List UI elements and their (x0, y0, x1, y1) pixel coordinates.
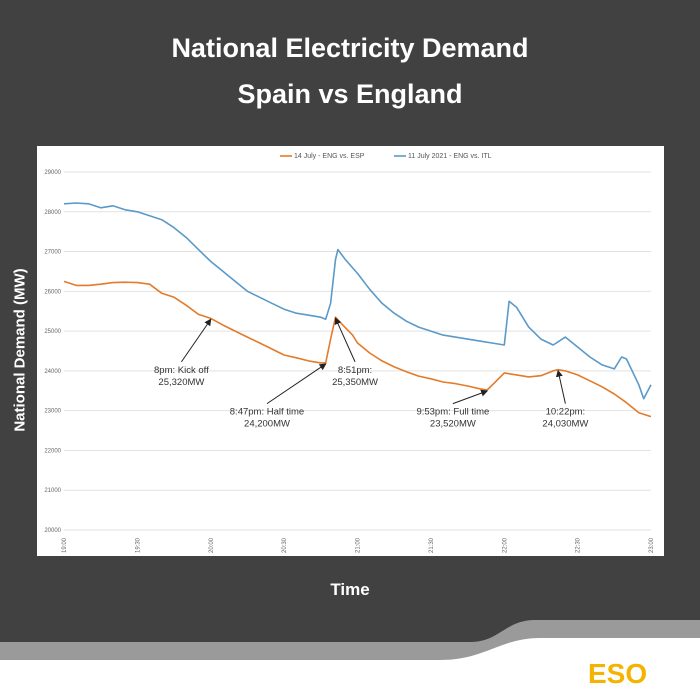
x-tick-label: 23:00 (649, 537, 655, 553)
annotation-value: 24,200MW (244, 419, 290, 430)
annotation-arrow (452, 389, 489, 405)
annotation-label: 8pm: Kick off (154, 365, 209, 376)
annotation-arrow (334, 317, 356, 363)
footer-white-band (0, 638, 700, 700)
line-chart: 20000 21000 22000 23000 24000 25000 26000 27000… (44, 153, 655, 553)
legend-label-2: 11 July 2021 - ENG vs. ITL (408, 153, 492, 160)
y-tick-label: 29000 (44, 170, 61, 176)
y-tick-label: 25000 (44, 329, 61, 335)
series-line-2 (63, 202, 652, 400)
annotation-arrow (180, 318, 212, 363)
x-tick-label: 19:30 (135, 537, 141, 553)
footer-swoosh (0, 620, 700, 700)
y-tick-label: 22000 (44, 448, 61, 454)
x-axis-label: Time (330, 580, 370, 599)
annotation-label: 9:53pm: Full time (416, 407, 489, 418)
y-tick-label: 21000 (44, 488, 61, 494)
annotation-label: 8:51pm: (338, 365, 372, 376)
y-tick-label: 28000 (44, 210, 61, 216)
eso-logo: ESO (588, 658, 648, 689)
x-tick-label: 21:30 (429, 537, 435, 553)
x-tick-label: 22:00 (502, 537, 508, 553)
x-tick-label: 22:30 (576, 537, 582, 553)
chart-panel: 20000 21000 22000 23000 24000 25000 26000 27000… (37, 146, 664, 556)
x-tick-label: 20:00 (209, 537, 215, 553)
y-tick-label: 23000 (44, 409, 61, 415)
y-tick-label: 27000 (44, 250, 61, 256)
annotation-arrow (555, 369, 566, 404)
annotation-value: 23,520MW (430, 419, 476, 430)
annotation-arrow (266, 363, 327, 405)
chart-title-line-1: National Electricity Demand (171, 33, 529, 63)
series-line-1 (63, 280, 652, 418)
chart-title-line-2: Spain vs England (237, 79, 463, 109)
legend-label-1: 14 July - ENG vs. ESP (294, 153, 365, 160)
x-tick-label: 20:30 (282, 537, 288, 553)
annotation-value: 24,030MW (542, 419, 588, 430)
y-tick-label: 24000 (44, 369, 61, 375)
annotation-value: 25,320MW (158, 377, 204, 388)
annotation-label: 8:47pm: Half time (230, 407, 304, 418)
annotation-label: 10:22pm: (546, 407, 586, 418)
y-tick-label: 26000 (44, 289, 61, 295)
y-tick-label: 20000 (44, 528, 61, 534)
y-axis-label: National Demand (MW) (11, 268, 29, 432)
annotation-value: 25,350MW (332, 377, 378, 388)
x-tick-label: 19:00 (62, 537, 68, 553)
x-tick-label: 21:00 (356, 537, 362, 553)
